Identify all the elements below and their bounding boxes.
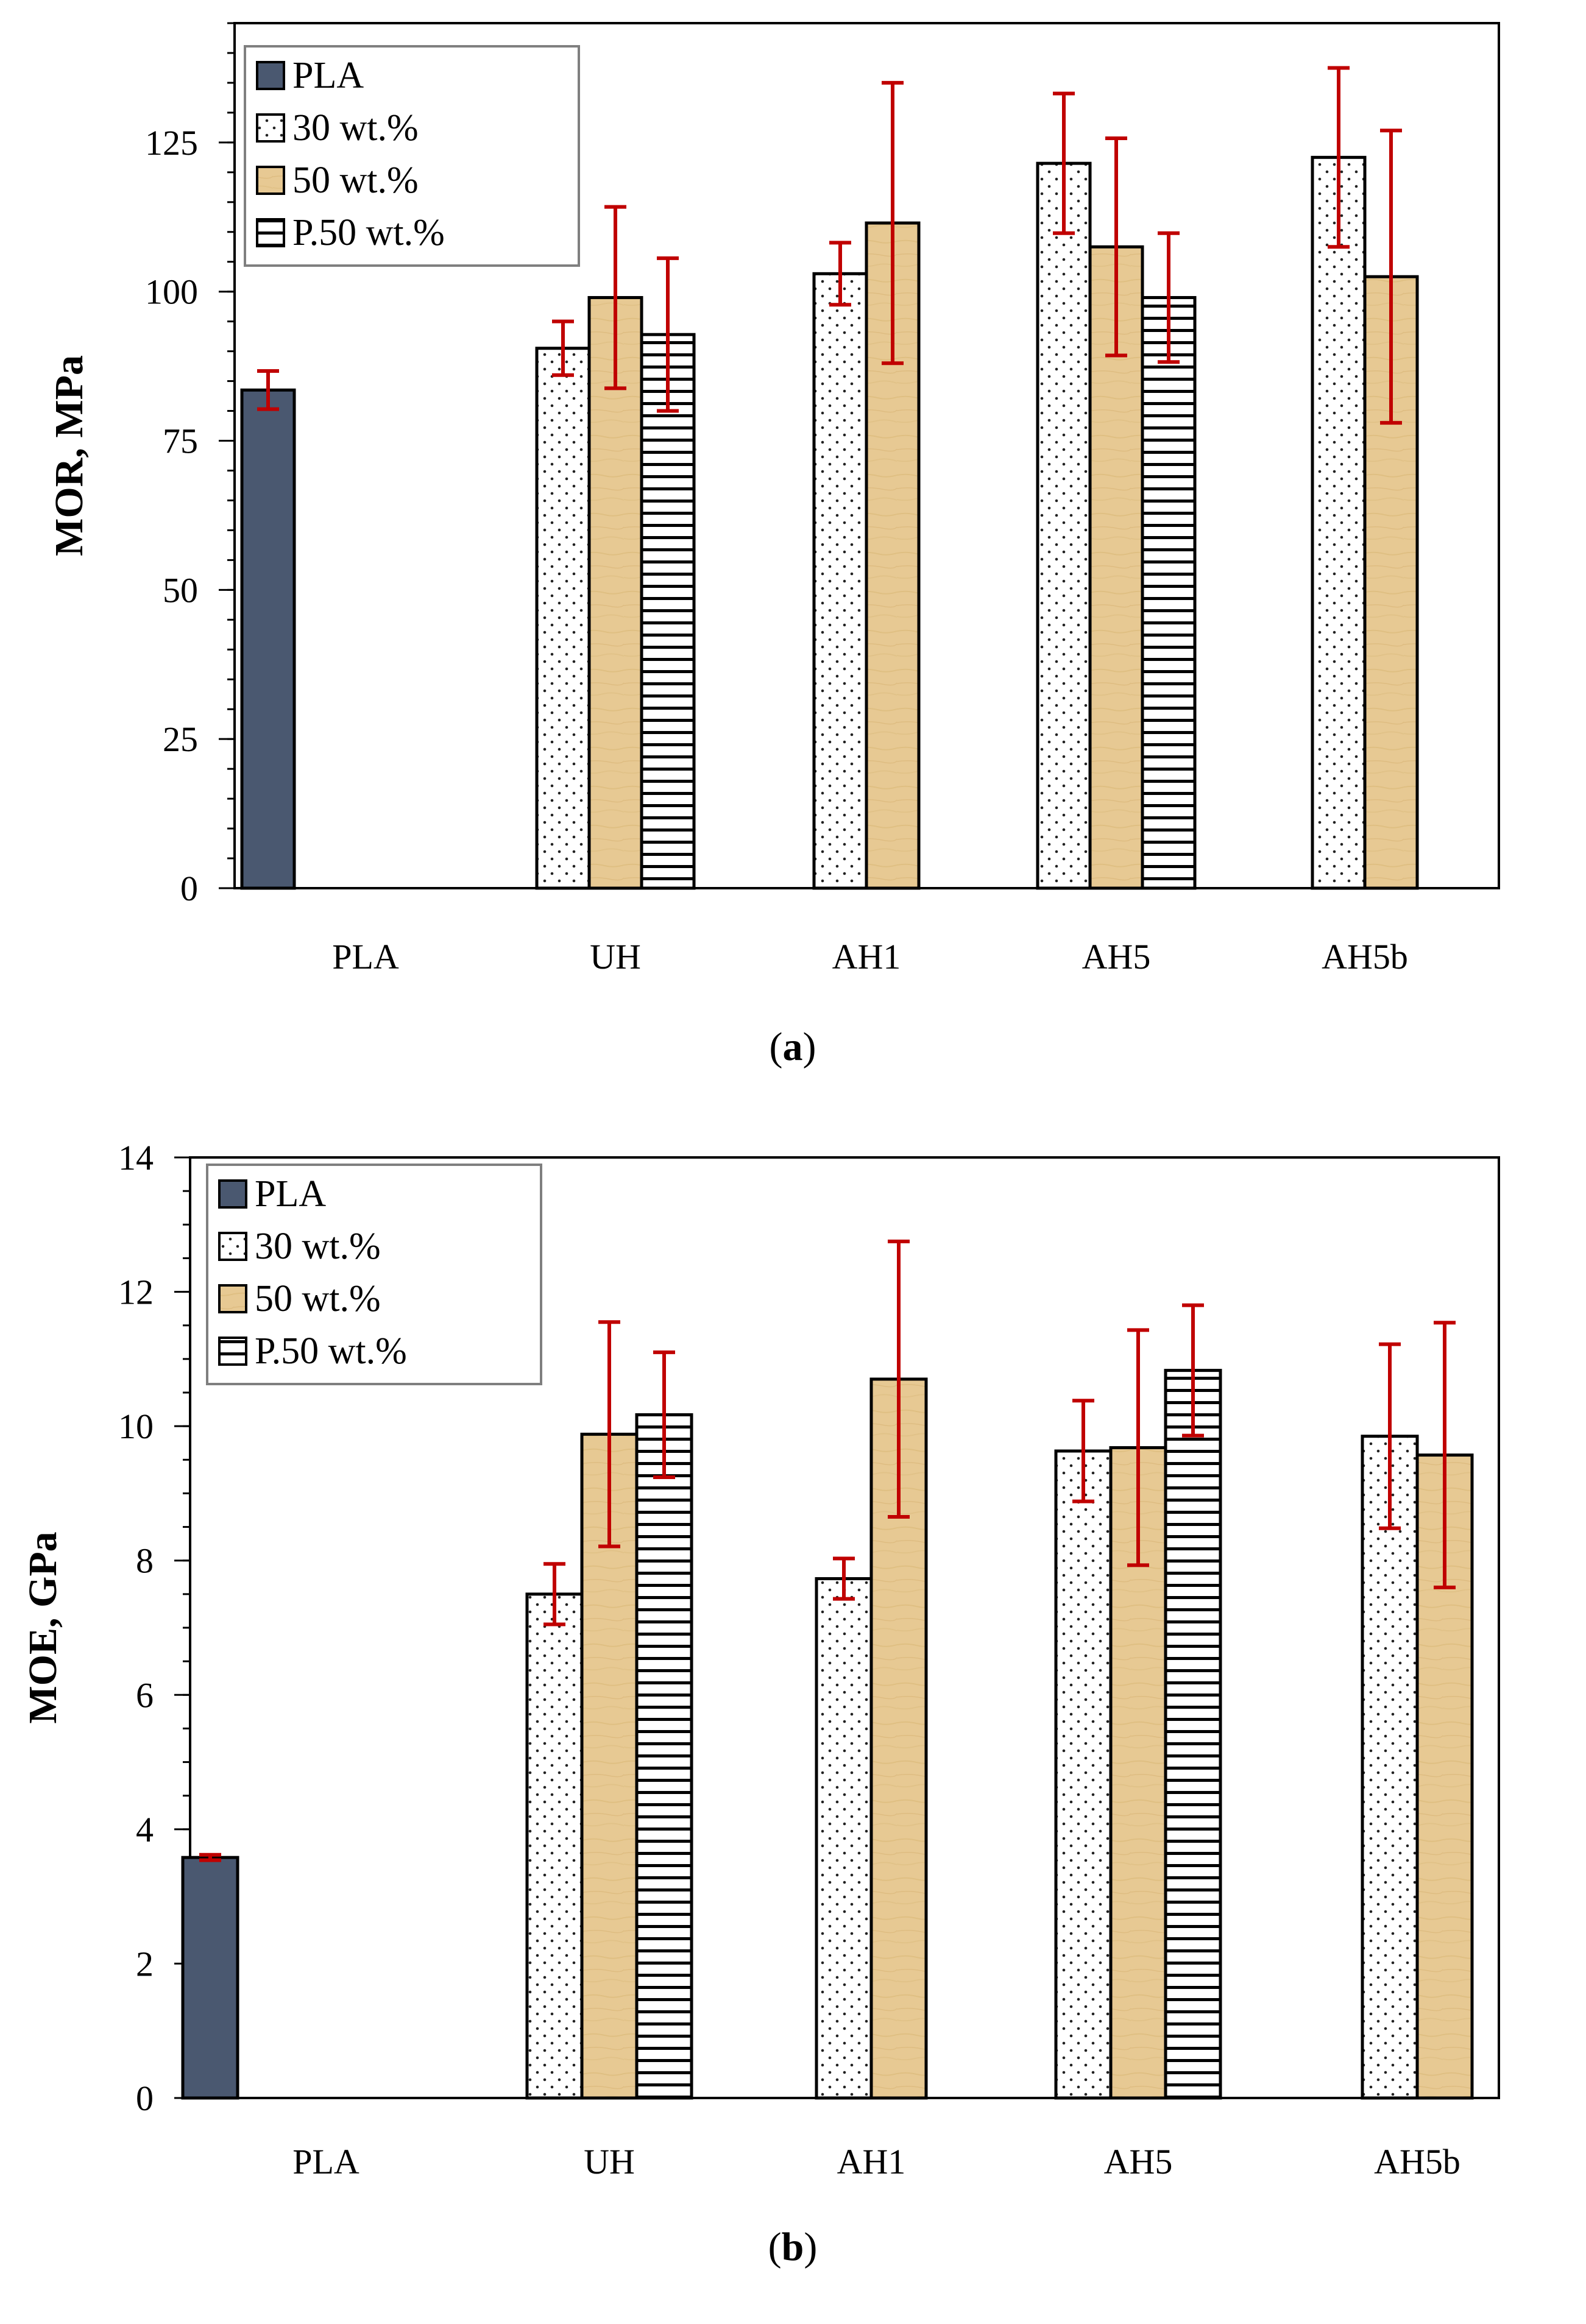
y-tick-label: 75: [163, 422, 198, 461]
x-category-label: AH5: [1104, 2142, 1173, 2181]
legend-swatch-hstripes: [256, 218, 285, 247]
x-category-label: AH5b: [1374, 2142, 1460, 2181]
bar-dots-ah5b: [1311, 155, 1367, 890]
x-category-label: PLA: [332, 937, 399, 977]
y-tick-label: 125: [145, 123, 198, 163]
bar-solid-pla: [181, 1856, 239, 2100]
x-category-label: PLA: [292, 2142, 359, 2181]
legend-label: PLA: [292, 55, 364, 96]
legend: PLA 30 wt.% 50 wt.% P.50 wt.%: [244, 45, 580, 267]
x-category-label: AH5: [1082, 937, 1151, 977]
legend-swatch-solid: [218, 1179, 247, 1209]
y-tick-label: 0: [136, 2079, 154, 2118]
bar-dots-uh: [525, 1592, 584, 2100]
legend-box: [206, 1164, 542, 1385]
bar-dots-uh: [535, 347, 591, 890]
figure-caption: (b): [768, 2225, 818, 2269]
legend-label: PLA: [255, 1173, 326, 1215]
error-bars-layer: [257, 66, 1402, 425]
legend-swatch-wood: [218, 1284, 247, 1313]
bar-dots-ah5: [1036, 161, 1092, 890]
y-axis-title: MOR, MPa: [47, 355, 91, 556]
bar-dots-ah5b: [1361, 1435, 1419, 2100]
legend-label: 50 wt.%: [292, 160, 419, 201]
bar-hstripes-ah5: [1164, 1369, 1222, 2100]
legend-label: 30 wt.%: [255, 1226, 381, 1267]
y-tick-label: 10: [118, 1407, 154, 1446]
bars-layer: [181, 1369, 1474, 2100]
bars-layer: [240, 155, 1419, 890]
bar-dots-ah1: [812, 272, 868, 890]
y-tick-label: 25: [163, 719, 198, 759]
y-tick-label: 14: [118, 1138, 154, 1178]
legend-swatch-hstripes: [218, 1337, 247, 1366]
x-category-label: AH1: [832, 937, 901, 977]
y-tick-label: 100: [145, 272, 198, 312]
x-category-label: AH5b: [1322, 937, 1408, 977]
bar-hstripes-ah5: [1141, 295, 1197, 890]
chart-b: 0 2 4 6 8 10 12 14 MOE, GPa PLA UH AH1 AH5 AH5b PLA 30 …: [21, 1138, 1500, 2269]
y-tick-label: 50: [163, 570, 198, 610]
bar-dots-ah1: [815, 1577, 873, 2100]
y-axis-title: MOE, GPa: [21, 1531, 65, 1723]
bar-solid-pla: [240, 388, 296, 890]
figure-caption: (a): [770, 1025, 816, 1069]
legend-swatch-solid: [256, 61, 285, 90]
x-category-label: AH1: [837, 2142, 906, 2181]
x-category-label: UH: [584, 2142, 635, 2181]
y-tick-label: 8: [136, 1541, 154, 1581]
legend-swatch-wood: [256, 166, 285, 195]
legend-swatch-dots: [256, 113, 285, 143]
legend-box: [244, 45, 580, 267]
legend-label: P.50 wt.%: [292, 212, 445, 253]
y-tick-label: 2: [136, 1944, 154, 1983]
chart-a: 0 25 50 75 100 125 MOR, MPa PLA UH AH1 AH5 AH5b PLA 3…: [47, 22, 1500, 1069]
x-category-label: UH: [590, 937, 641, 977]
error-bars-layer: [199, 1239, 1456, 1862]
y-tick-label: 6: [136, 1675, 154, 1715]
legend-swatch-dots: [218, 1232, 247, 1261]
legend-label: P.50 wt.%: [255, 1330, 407, 1372]
y-tick-label: 12: [118, 1273, 154, 1312]
legend-label: 50 wt.%: [255, 1278, 381, 1319]
y-tick-label: 4: [136, 1810, 154, 1849]
legend: PLA 30 wt.% 50 wt.% P.50 wt.%: [206, 1164, 542, 1385]
bar-dots-ah5: [1054, 1449, 1113, 2100]
legend-label: 30 wt.%: [292, 107, 419, 149]
bar-hstripes-uh: [635, 1413, 693, 2100]
bar-hstripes-uh: [640, 333, 696, 890]
y-tick-label: 0: [180, 869, 198, 908]
